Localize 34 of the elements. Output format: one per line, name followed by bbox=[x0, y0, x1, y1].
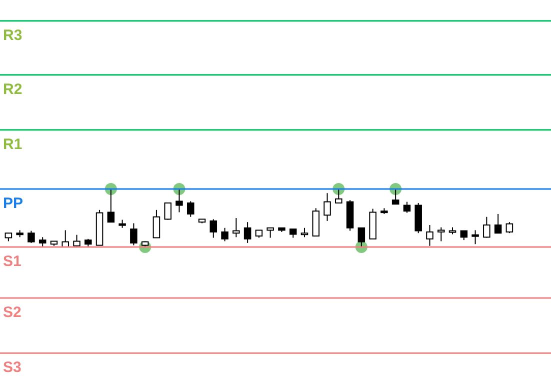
candlestick bbox=[324, 192, 331, 222]
candlestick bbox=[506, 222, 514, 234]
candlestick bbox=[210, 218, 218, 238]
candlestick bbox=[460, 230, 468, 241]
candlestick bbox=[426, 224, 434, 246]
candlestick bbox=[392, 188, 400, 205]
ref-line-label: S3 bbox=[3, 359, 22, 376]
candlestick bbox=[403, 201, 411, 214]
candlestick bbox=[176, 188, 183, 213]
candlestick bbox=[38, 236, 46, 248]
candlestick bbox=[107, 188, 115, 223]
candlestick bbox=[73, 234, 80, 248]
candlestick bbox=[130, 222, 138, 246]
candlestick bbox=[335, 188, 342, 204]
ref-line-label: R1 bbox=[3, 136, 22, 153]
candlestick bbox=[358, 227, 366, 248]
ref-line-label: PP bbox=[3, 195, 24, 212]
ref-line-label: R2 bbox=[3, 80, 22, 98]
candlestick bbox=[28, 230, 35, 244]
candlestick bbox=[300, 227, 308, 238]
candlestick bbox=[244, 222, 252, 244]
ref-line-label: S1 bbox=[3, 253, 22, 270]
candlestick bbox=[221, 227, 228, 242]
candlestick bbox=[266, 227, 274, 238]
ref-line-label: S2 bbox=[3, 304, 22, 322]
ref-line-label: R3 bbox=[3, 26, 22, 44]
candlestick bbox=[437, 226, 445, 242]
candlestick bbox=[483, 216, 490, 238]
candlestick bbox=[186, 200, 194, 218]
candlestick bbox=[152, 209, 160, 238]
candlestick bbox=[232, 218, 240, 238]
candlestick bbox=[164, 202, 172, 220]
candlestick bbox=[494, 213, 502, 234]
candlestick bbox=[472, 230, 479, 245]
